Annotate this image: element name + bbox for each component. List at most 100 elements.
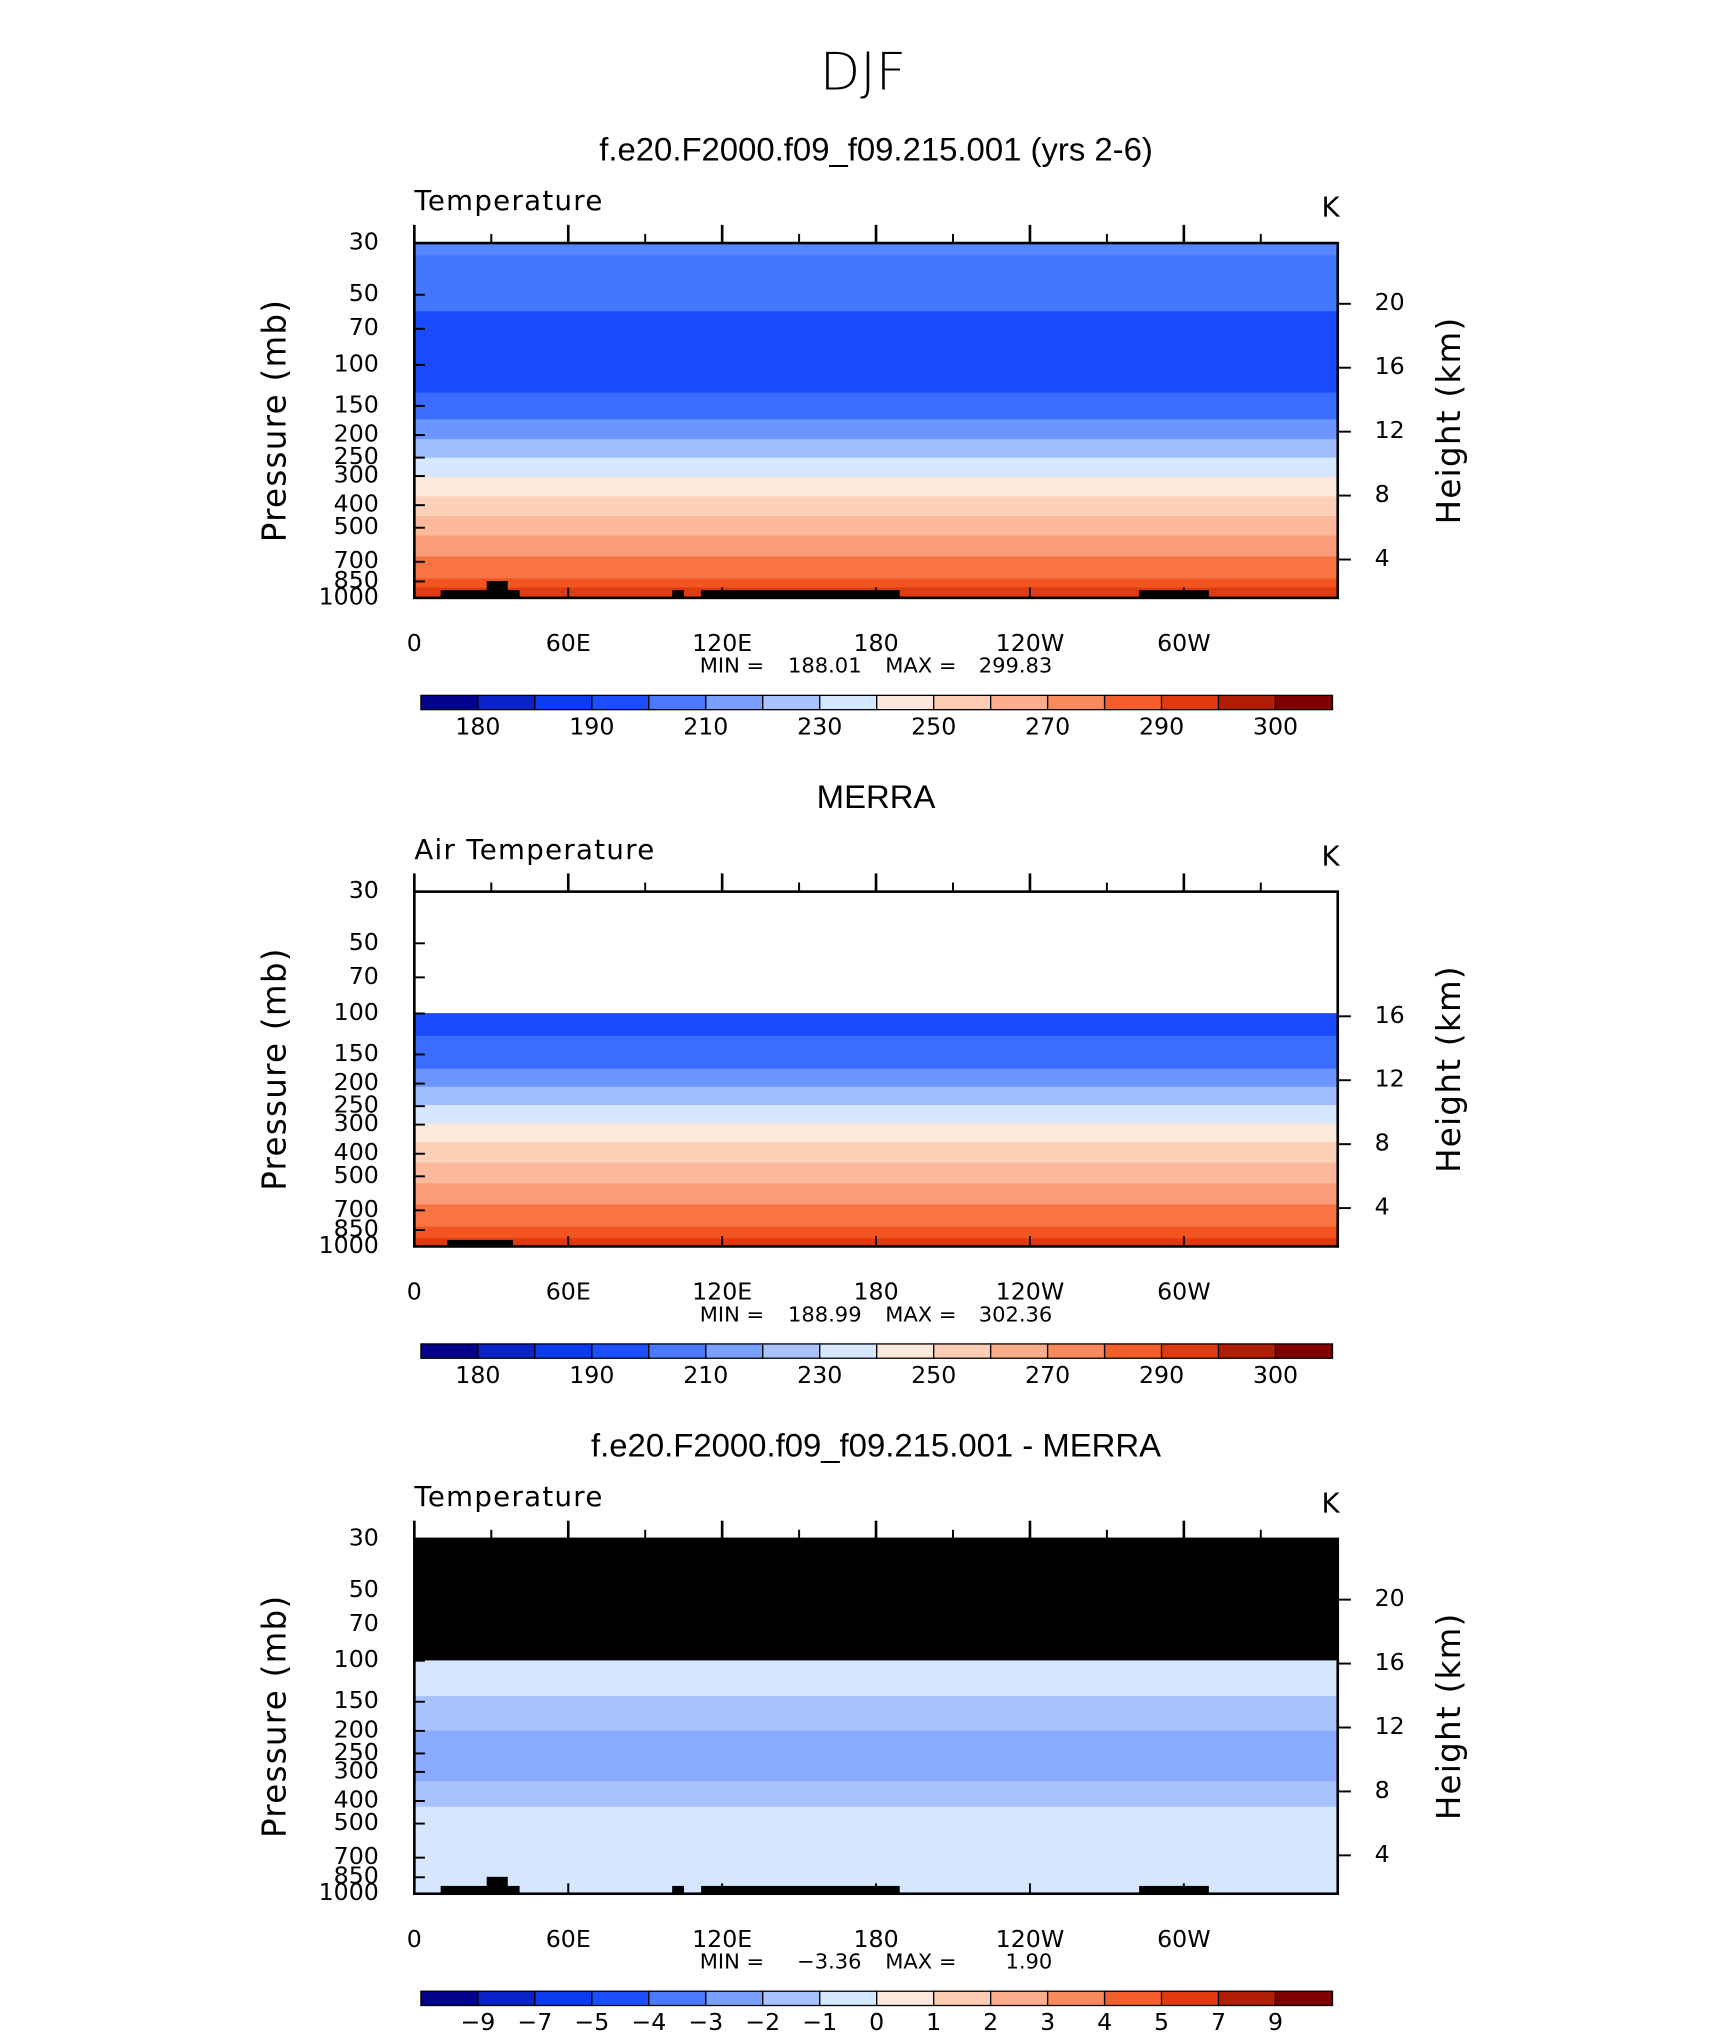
stat-label: MAX = <box>885 1302 956 1326</box>
stat-value: 1.90 <box>1005 1950 1052 1974</box>
x-tick-label: 180 <box>853 1925 898 1953</box>
x-tick-label: 60W <box>1157 1278 1211 1306</box>
y2-tick-label: 12 <box>1375 1065 1405 1093</box>
colorbar-box <box>705 1343 764 1359</box>
colorbar-box <box>477 1343 536 1359</box>
colorbar-tick-label: 3 <box>1040 2008 1055 2036</box>
colorbar-box <box>819 694 878 711</box>
y2-axis-label: Height (km) <box>1430 965 1468 1173</box>
colorbar-tick-label: 1 <box>926 2008 941 2036</box>
page-title: DJF <box>820 42 906 103</box>
colorbar-box <box>477 1990 536 2007</box>
colorbar-box <box>420 694 479 711</box>
terrain-block <box>1139 1885 1209 1894</box>
x-tick-label: 0 <box>407 1278 422 1306</box>
contour-band <box>414 1105 1339 1125</box>
stat-label: MIN = <box>700 654 764 678</box>
contour-band <box>414 457 1339 478</box>
y-tick-label: 50 <box>349 1575 379 1603</box>
colorbar-box <box>1274 1990 1334 2007</box>
contour-band <box>414 535 1339 558</box>
y-tick-label: 70 <box>349 962 379 990</box>
colorbar-box <box>648 1990 707 2007</box>
terrain <box>440 580 1209 598</box>
stat-value: −3.36 <box>797 1950 861 1974</box>
colorbar-box <box>989 694 1049 711</box>
y-tick-label: 100 <box>334 998 379 1026</box>
colorbar-tick-label: 210 <box>683 1361 728 1389</box>
colorbar-box <box>933 1990 992 2007</box>
y-tick-label: 400 <box>334 490 379 518</box>
contour-band <box>414 242 1339 257</box>
colorbar-tick-label: 2 <box>983 2008 998 2036</box>
y-tick-label: 150 <box>334 1686 379 1714</box>
colorbar-box <box>876 1990 935 2007</box>
terrain-block <box>486 580 508 598</box>
contour-band <box>414 1035 1339 1070</box>
contour-band <box>414 1183 1339 1206</box>
y2-tick-label: 16 <box>1375 1648 1405 1676</box>
colorbar-tick-label: −1 <box>802 2008 837 2036</box>
y-tick-label: 300 <box>334 461 379 489</box>
colorbar-tick-label: 270 <box>1025 1361 1070 1389</box>
y2-tick-label: 16 <box>1375 1001 1405 1029</box>
y2-tick-label: 20 <box>1375 288 1405 316</box>
terrain <box>447 1239 513 1246</box>
panel-title: f.e20.F2000.f09_f09.215.001 (yrs 2-6) <box>599 131 1153 168</box>
contour-band <box>414 477 1339 498</box>
y-tick-label: 100 <box>334 349 379 377</box>
left-label: Air Temperature <box>414 835 655 866</box>
colorbar-box <box>1046 694 1106 711</box>
x-tick-label: 60W <box>1157 1925 1211 1953</box>
colorbar-box <box>762 1990 821 2007</box>
contour-band <box>414 516 1339 537</box>
y2-axis-label: Height (km) <box>1430 1612 1468 1820</box>
y2-tick-label: 4 <box>1375 544 1390 572</box>
colorbar-box <box>534 1343 593 1359</box>
y-tick-label: 70 <box>349 313 379 341</box>
units-label: K <box>1321 1489 1340 1520</box>
colorbar-box <box>762 694 821 711</box>
colorbar-box <box>591 694 650 711</box>
contour-band <box>414 891 1339 1014</box>
y-tick-label: 30 <box>349 876 379 904</box>
terrain-block <box>701 1885 900 1894</box>
colorbar-box <box>1217 694 1277 711</box>
x-tick-label: 60E <box>546 1925 591 1953</box>
x-tick-label: 120W <box>996 629 1065 657</box>
y2-tick-label: 8 <box>1375 1129 1390 1157</box>
colorbar-box <box>933 694 992 711</box>
colorbar-tick-label: −2 <box>745 2008 780 2036</box>
y-tick-label: 200 <box>334 420 379 448</box>
colorbar-tick-label: 180 <box>455 712 500 740</box>
colorbar-box <box>534 1990 593 2007</box>
colorbar-box <box>1103 1343 1163 1359</box>
units-label: K <box>1321 841 1340 872</box>
colorbar-box <box>591 1990 650 2007</box>
x-tick-label: 60E <box>546 629 591 657</box>
stat-label: MIN = <box>700 1302 764 1326</box>
y2-axis-label: Height (km) <box>1430 317 1468 525</box>
y-tick-label: 250 <box>334 1738 379 1766</box>
colorbar-tick-label: 250 <box>911 712 956 740</box>
y-tick-label: 300 <box>334 1756 379 1784</box>
y-tick-label: 70 <box>349 1609 379 1637</box>
x-tick-label: 180 <box>853 1278 898 1306</box>
y-tick-label: 1000 <box>319 582 379 610</box>
contour-band <box>414 255 1339 312</box>
colorbar-tick-label: 9 <box>1268 2008 1283 2036</box>
contour-band <box>414 1660 1339 1697</box>
colorbar-box <box>534 694 593 711</box>
x-tick-label: 120W <box>996 1278 1065 1306</box>
colorbar-box <box>705 1990 764 2007</box>
x-tick-label: 120E <box>692 1278 752 1306</box>
colorbar-box <box>819 1343 878 1359</box>
y-tick-label: 250 <box>334 1091 379 1119</box>
terrain <box>440 1876 1209 1894</box>
bands <box>414 242 1339 599</box>
contour-band <box>414 1068 1339 1088</box>
y2-tick-label: 12 <box>1375 416 1405 444</box>
colorbar-box <box>1160 1990 1220 2007</box>
stat-label: MAX = <box>885 1950 956 1974</box>
y-tick-label: 30 <box>349 1523 379 1551</box>
